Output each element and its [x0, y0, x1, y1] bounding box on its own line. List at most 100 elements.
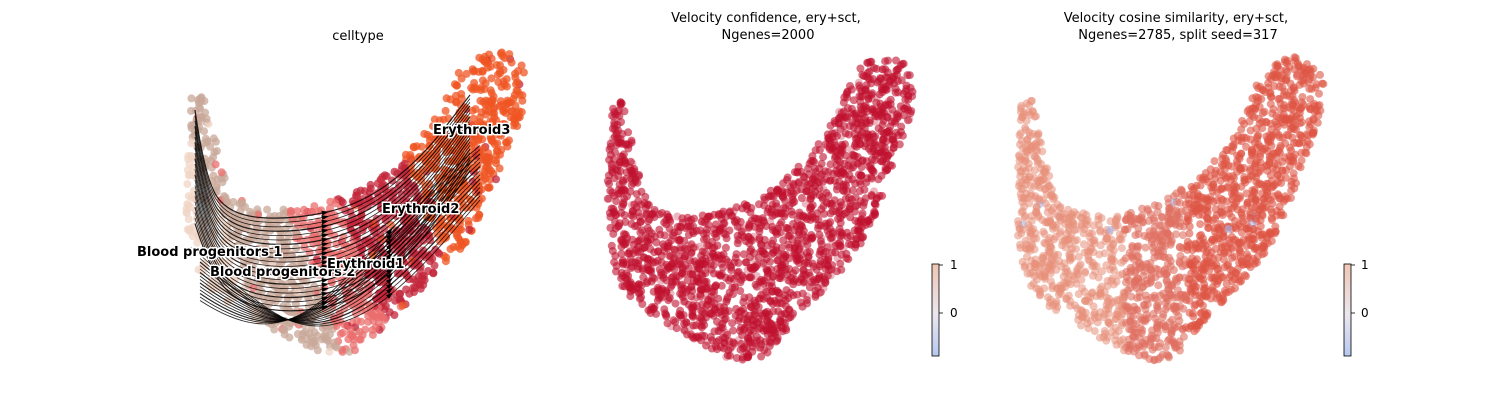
streamline	[199, 153, 481, 323]
streamline	[194, 148, 471, 285]
panel-2-title: Velocity confidence, ery+sct, Ngenes=200…	[671, 11, 865, 43]
cell-point	[291, 300, 300, 308]
cell-point	[678, 290, 686, 299]
cell-point	[614, 221, 623, 230]
cell-point	[617, 274, 626, 283]
cell-point	[657, 251, 666, 260]
cell-point	[776, 274, 785, 283]
cell-point	[1030, 166, 1039, 175]
cell-point	[836, 218, 845, 227]
cell-point	[1036, 138, 1045, 147]
streamline-arrowhead	[321, 242, 329, 247]
cell-point	[1014, 217, 1022, 226]
cell-point	[629, 209, 638, 218]
cell-point	[656, 292, 665, 300]
cell-point	[704, 283, 713, 292]
cell-point	[795, 225, 804, 234]
cell-point	[481, 79, 490, 88]
streamline-arrowhead	[386, 233, 393, 241]
cell-point	[621, 140, 630, 149]
cell-point	[868, 166, 876, 175]
panel-2-title-line-2: Ngenes=2000	[722, 28, 815, 43]
cell-point	[666, 289, 675, 298]
cell-point	[708, 336, 717, 345]
cell-point	[452, 91, 460, 100]
cell-point	[718, 210, 727, 218]
streamline	[199, 195, 481, 325]
cell-point	[763, 325, 772, 334]
cell-point	[300, 220, 309, 229]
streamline-arrowhead	[321, 255, 329, 261]
cell-point	[385, 308, 394, 317]
cell-point	[1242, 189, 1251, 198]
cell-point	[636, 217, 645, 226]
cell-point	[1116, 336, 1125, 345]
streamline	[194, 101, 471, 228]
cell-point	[1255, 205, 1264, 214]
cell-point	[814, 224, 823, 233]
label-erythroid1: Erythroid1	[327, 257, 404, 272]
cell-point	[439, 115, 448, 124]
streamline	[194, 123, 471, 254]
cell-point	[779, 193, 788, 202]
cell-point	[196, 246, 205, 255]
cell-point	[902, 84, 911, 93]
cell-point	[398, 301, 407, 310]
cell-point	[279, 326, 288, 335]
cell-point	[692, 321, 701, 330]
cell-point	[776, 262, 785, 271]
cell-point	[482, 110, 490, 119]
streamline-arrowhead	[321, 228, 329, 234]
cell-point	[889, 135, 897, 144]
cell-point	[1079, 240, 1088, 249]
cell-point	[351, 346, 359, 355]
cell-point	[734, 336, 743, 345]
cell-point	[454, 234, 463, 243]
cell-point	[873, 78, 882, 87]
streamline	[199, 191, 481, 324]
cell-point	[624, 128, 633, 137]
streamline-arrowhead	[386, 228, 393, 236]
label-erythroid3: Erythroid3	[433, 123, 510, 138]
cell-point	[492, 159, 500, 168]
cell-point	[773, 185, 782, 194]
cell-point	[1077, 321, 1085, 330]
streamline-arrowhead	[386, 292, 394, 299]
cell-point	[821, 260, 830, 269]
cell-point	[737, 275, 746, 284]
cell-point	[368, 311, 377, 320]
cell-point	[680, 297, 689, 306]
cell-point	[634, 256, 643, 265]
cell-point	[673, 212, 682, 221]
cell-point	[326, 322, 335, 331]
cell-point	[405, 289, 414, 298]
cell-point	[455, 213, 464, 222]
cell-point	[826, 140, 835, 149]
cell-point	[779, 250, 788, 259]
cell-point	[705, 212, 714, 221]
cell-point	[439, 235, 448, 243]
streamline-arrowhead	[321, 291, 329, 297]
cell-point	[1118, 309, 1127, 318]
cell-point	[811, 290, 820, 299]
cell-point	[855, 81, 864, 90]
streamline	[194, 134, 471, 267]
cell-point	[1043, 208, 1052, 217]
cell-point	[1217, 240, 1226, 249]
cell-point	[660, 231, 669, 240]
streamline-arrowhead	[321, 273, 329, 279]
cell-point	[279, 205, 288, 214]
streamline	[199, 170, 481, 321]
cell-point	[706, 259, 715, 268]
cell-point	[802, 248, 811, 257]
cell-point	[517, 61, 526, 70]
streamline	[194, 98, 471, 223]
cell-point	[310, 336, 319, 345]
cell-point	[360, 187, 369, 196]
cell-point	[1276, 141, 1285, 150]
cell-point	[307, 342, 316, 351]
cell-point	[187, 106, 195, 115]
cell-point	[1210, 157, 1219, 166]
cell-point	[395, 289, 404, 298]
cell-point	[842, 249, 851, 258]
